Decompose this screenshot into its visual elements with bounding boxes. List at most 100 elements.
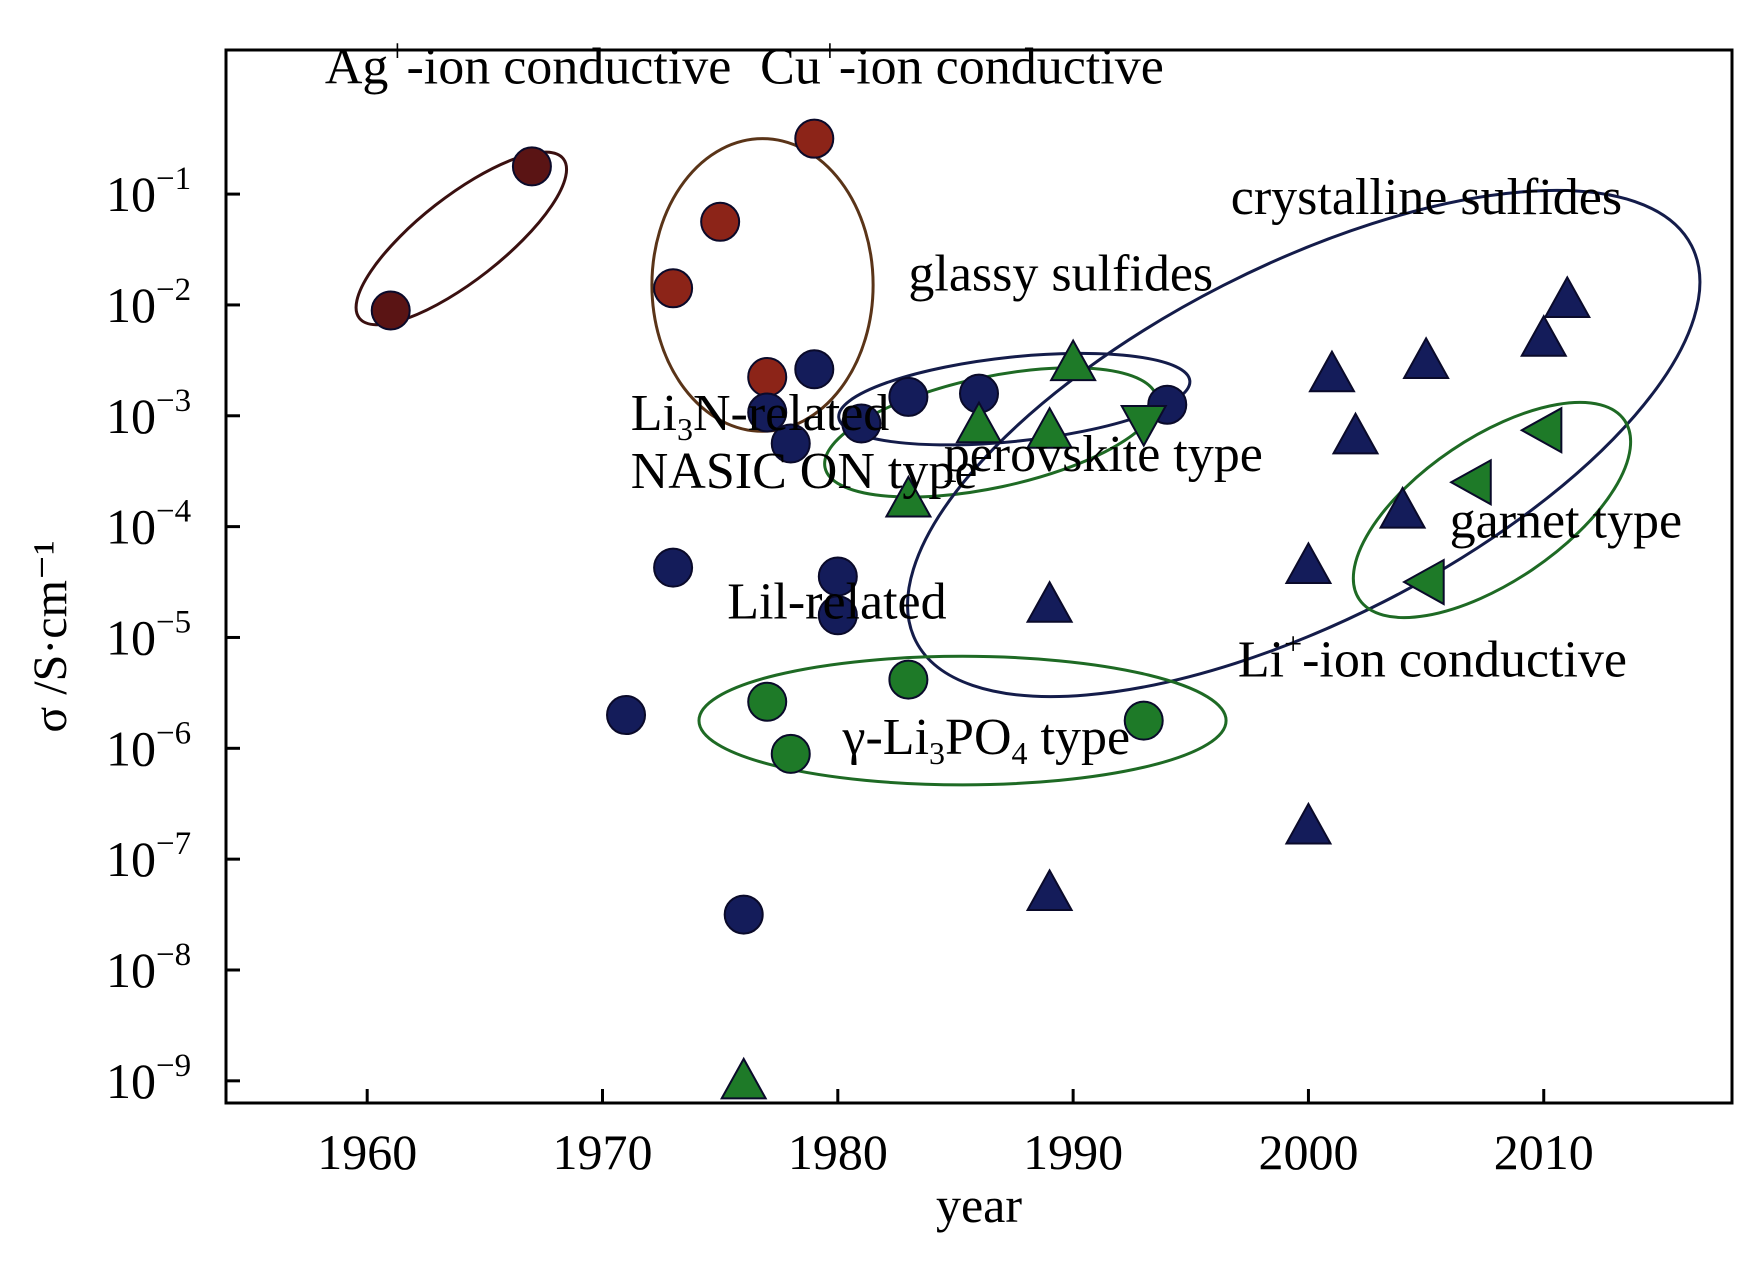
y-tick-label: 10−1 [106,161,191,222]
group-ellipse-glassy [837,351,1192,447]
point-green-triangle [1049,338,1097,382]
point-navy-triangle [1284,541,1333,585]
annotation-lil: Lil-related [727,574,946,631]
annotation-garnet-text: garnet type [1450,493,1682,550]
point-navy-circle [653,547,694,588]
annotation-liion: Li+-ion conductive [1238,625,1627,688]
annotation-li3n: Li3N-related [631,385,890,447]
y-tick-mantissa: 10 [106,277,156,333]
x-axis-label: year [936,1177,1022,1233]
annotation-lipo4-sub2: 4 [1012,735,1028,771]
annotation-lipo4: γ-Li3PO4 type [842,709,1131,771]
point-green-triangle-left [1449,458,1492,506]
y-tick-label: 10−9 [106,1048,191,1109]
y-tick-mantissa: 10 [106,720,156,776]
point-navy-triangle [1402,336,1450,379]
annotation-lipo4-sub: 3 [929,735,945,771]
point-green-triangle-down [1120,404,1168,448]
y-tick-label: 10−7 [106,826,191,887]
point-navy-circle [841,403,882,444]
annotation-liion-after: -ion conductive [1302,631,1627,688]
y-tick-mantissa: 10 [106,831,156,887]
point-navy-circle [723,894,764,935]
point-green-triangle-left [1519,406,1563,454]
point-navy-circle [888,376,929,417]
y-axis-label: σ /S·cm⁻¹ [24,540,77,732]
annotation-ag: Ag+-ion conductive [325,32,732,95]
y-tick-exponent: −8 [156,937,191,973]
point-green-circle [747,681,788,722]
data-points [370,118,1591,1100]
y-tick-label: 10−4 [106,494,191,555]
point-cu [653,268,694,309]
y-tick-mantissa: 10 [106,499,156,555]
annotation-ag-after: -ion conductive [406,38,731,95]
point-navy-circle [817,595,858,636]
point-green-triangle [955,400,1003,444]
point-navy-circle [770,423,811,464]
annotation-cu-text: Cu [760,38,821,95]
y-tick-label: 10−3 [106,383,191,444]
point-navy-triangle [1520,314,1568,357]
annotation-cu-after: -ion conductive [839,38,1164,95]
point-green-circle [888,659,929,700]
annotation-perovskite: perovskite type [944,426,1263,483]
point-navy-circle [747,392,788,433]
annotation-perovskite-text: perovskite type [944,426,1263,483]
point-navy-triangle [1308,349,1356,393]
x-tick-label: 2000 [1258,1124,1358,1180]
point-green-triangle [1025,406,1074,449]
y-tick-mantissa: 10 [106,609,156,665]
annotation-nasicon-text: NASIC ON type [631,443,978,500]
annotation-cu: Cu+-ion conductive [760,32,1164,95]
point-green-triangle-left [1402,558,1445,606]
group-ellipse-ag [354,150,569,327]
y-tick-exponent: −6 [156,715,191,751]
point-navy-triangle [1284,801,1333,845]
y-tick-label: 10−6 [106,715,191,776]
y-tick-label: 10−5 [106,604,191,665]
annotation-liion-sup: + [1284,625,1302,661]
point-navy-triangle [1331,411,1380,455]
point-green-circle [1123,700,1164,741]
annotation-crystalline: crystalline sulfides [1231,169,1622,226]
group-ellipse-garnet [1351,400,1633,620]
annotation-ag-text: Ag [325,38,389,95]
x-tick-label: 1970 [553,1124,653,1180]
x-tick-label: 1980 [788,1124,888,1180]
annotation-garnet: garnet type [1450,493,1682,550]
point-navy-triangle [1025,580,1074,623]
point-navy-circle [606,695,647,736]
annotation-glassy: glassy sulfides [908,246,1213,303]
point-green-triangle [884,474,933,518]
y-tick-label: 10−2 [106,272,191,333]
point-ag [511,146,552,187]
y-tick-mantissa: 10 [106,942,156,998]
annotation-li3n-sub: 3 [677,411,693,447]
point-navy-triangle [1025,868,1074,911]
y-tick-label: 10−8 [106,937,191,998]
annotation-lipo4-mid: PO [945,709,1011,766]
y-tick-exponent: −4 [156,494,191,530]
y-tick-exponent: −9 [156,1048,191,1084]
point-green-circle [770,733,811,774]
point-navy-triangle [1543,275,1591,318]
annotation-lipo4-text: γ-Li [842,709,930,766]
annotation-li3n-after: N-related [693,385,889,442]
annotation-liion-text: Li [1238,631,1284,688]
point-ag [370,290,411,331]
y-tick-mantissa: 10 [106,388,156,444]
point-cu [700,201,741,242]
plot-frame [224,48,1734,1105]
group-ellipse-lipo [697,654,1228,787]
annotation-lipo4-after: type [1028,709,1131,766]
annotation-glassy-text: glassy sulfides [908,246,1213,303]
y-tick-exponent: −3 [156,383,191,419]
point-navy-triangle [1378,485,1427,529]
x-tick-label: 1960 [317,1124,417,1180]
annotation-crystalline-text: crystalline sulfides [1231,169,1622,226]
point-cu [794,118,835,159]
x-tick-label: 1990 [1023,1124,1123,1180]
